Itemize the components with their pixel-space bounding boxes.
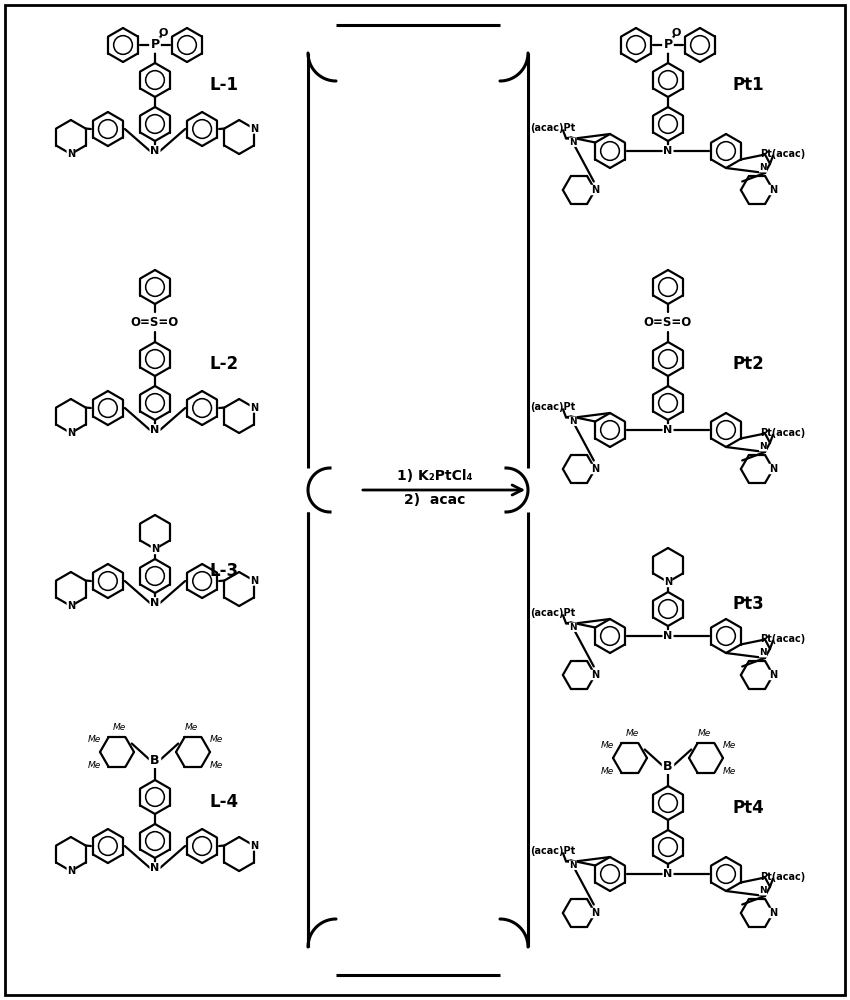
Text: Me: Me: [88, 762, 100, 770]
Text: B: B: [663, 760, 672, 772]
Text: N: N: [591, 670, 599, 680]
Text: P: P: [664, 38, 672, 51]
Text: Pt4: Pt4: [733, 799, 765, 817]
Text: N: N: [663, 146, 672, 156]
Text: Me: Me: [722, 742, 735, 750]
Text: Me: Me: [209, 762, 223, 770]
Text: N: N: [664, 577, 672, 587]
Text: N: N: [759, 163, 767, 172]
Text: Me: Me: [600, 768, 614, 776]
Text: N: N: [570, 861, 577, 870]
Text: N: N: [151, 544, 159, 554]
Text: L-2: L-2: [210, 355, 239, 373]
Text: N: N: [250, 124, 258, 134]
Text: N: N: [250, 841, 258, 851]
Text: N: N: [150, 863, 160, 873]
Text: (acac)Pt: (acac)Pt: [530, 846, 575, 856]
Text: Pt(acac): Pt(acac): [761, 428, 806, 438]
Text: Me: Me: [184, 724, 197, 732]
Text: N: N: [250, 403, 258, 413]
Text: N: N: [759, 442, 767, 451]
Text: Pt(acac): Pt(acac): [761, 872, 806, 882]
Text: N: N: [759, 886, 767, 895]
Text: N: N: [769, 908, 777, 918]
Text: N: N: [591, 908, 599, 918]
Text: N: N: [769, 185, 777, 195]
Text: N: N: [769, 670, 777, 680]
Text: B: B: [150, 754, 160, 766]
Text: Pt2: Pt2: [733, 355, 765, 373]
Text: N: N: [759, 648, 767, 657]
Text: N: N: [150, 146, 160, 156]
Text: Me: Me: [722, 768, 735, 776]
Text: Pt1: Pt1: [733, 76, 765, 94]
Text: N: N: [663, 631, 672, 641]
Text: N: N: [250, 576, 258, 586]
Text: Me: Me: [88, 736, 100, 744]
Text: L-3: L-3: [210, 562, 239, 580]
Text: N: N: [663, 425, 672, 435]
Text: O=S=O: O=S=O: [131, 316, 179, 328]
Text: Me: Me: [209, 736, 223, 744]
Text: 2)  acac: 2) acac: [405, 493, 466, 507]
Text: N: N: [663, 869, 672, 879]
Text: (acac)Pt: (acac)Pt: [530, 402, 575, 412]
Text: N: N: [67, 149, 75, 159]
Text: 1) K₂PtCl₄: 1) K₂PtCl₄: [397, 469, 473, 483]
Text: N: N: [570, 138, 577, 147]
Text: O=S=O: O=S=O: [643, 316, 692, 328]
Text: N: N: [67, 866, 75, 876]
Text: N: N: [591, 464, 599, 474]
Text: Pt(acac): Pt(acac): [761, 149, 806, 159]
Text: N: N: [570, 417, 577, 426]
Text: N: N: [591, 185, 599, 195]
Text: Pt(acac): Pt(acac): [761, 634, 806, 644]
Text: Pt3: Pt3: [733, 595, 765, 613]
Text: P: P: [150, 38, 160, 51]
Text: N: N: [67, 601, 75, 611]
Text: N: N: [570, 623, 577, 632]
Text: N: N: [150, 598, 160, 608]
Text: Me: Me: [697, 730, 711, 738]
Text: Me: Me: [626, 730, 638, 738]
Text: (acac)Pt: (acac)Pt: [530, 608, 575, 618]
Text: N: N: [150, 425, 160, 435]
Text: N: N: [67, 428, 75, 438]
Text: Me: Me: [600, 742, 614, 750]
Text: Me: Me: [112, 724, 126, 732]
Text: O: O: [672, 28, 681, 38]
Text: L-4: L-4: [210, 793, 239, 811]
Text: O: O: [158, 28, 167, 38]
Text: L-1: L-1: [210, 76, 239, 94]
Text: N: N: [769, 464, 777, 474]
Text: (acac)Pt: (acac)Pt: [530, 123, 575, 133]
